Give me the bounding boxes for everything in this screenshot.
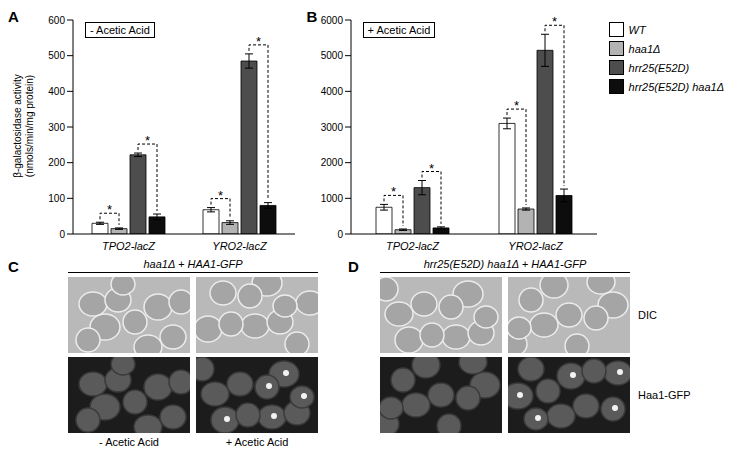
svg-text:100: 100 [48, 193, 65, 204]
html-text:D: D [348, 258, 359, 275]
html-text:WT: WT [628, 23, 646, 36]
svg-text:3000: 3000 [320, 122, 343, 133]
html-text:B: B [306, 8, 318, 25]
svg-text:TPO2-lacZ: TPO2-lacZ [386, 240, 440, 252]
svg-text:β-galactosidase activity(nmols: β-galactosidase activity(nmols/min/mg pr… [12, 74, 35, 178]
svg-text:4000: 4000 [320, 86, 343, 97]
svg-text:1000: 1000 [320, 193, 343, 204]
html-text:DIC: DIC [638, 309, 657, 321]
html-text:hrr25(E52D): hrr25(E52D) [628, 61, 690, 74]
svg-text:*: * [429, 161, 434, 176]
html-text:C: C [8, 258, 19, 275]
svg-text:2000: 2000 [320, 157, 343, 168]
html-text:haa1Δ: haa1Δ [628, 42, 661, 55]
html-text:- Acetic Acid: - Acetic Acid [99, 436, 159, 448]
svg-text:400: 400 [48, 86, 65, 97]
svg-text:500: 500 [48, 50, 65, 61]
html-text:+ Acetic Acid: + Acetic Acid [225, 436, 289, 448]
svg-text:*: * [218, 188, 223, 203]
svg-text:5000: 5000 [320, 50, 343, 61]
svg-text:*: * [514, 98, 519, 113]
svg-text:6000: 6000 [320, 15, 343, 26]
svg-text:*: * [391, 184, 396, 199]
svg-text:200: 200 [48, 157, 65, 168]
html-text:A: A [8, 8, 19, 25]
svg-text:YRO2-lacZ: YRO2-lacZ [508, 240, 564, 252]
html-text:haa1Δ + HAA1-GFP: haa1Δ + HAA1-GFP [143, 258, 243, 270]
svg-text:0: 0 [59, 229, 65, 240]
html-text:hrr25(E52D) haa1Δ: hrr25(E52D) haa1Δ [628, 80, 724, 93]
html-text:+ Acetic Acid: + Acetic Acid [367, 24, 431, 36]
svg-text:*: * [107, 202, 112, 217]
svg-text:600: 600 [48, 15, 65, 26]
svg-text:*: * [145, 133, 150, 148]
svg-text:*: * [256, 34, 261, 49]
svg-text:300: 300 [48, 122, 65, 133]
html-text:hrr25(E52D) haa1Δ + HAA1-GFP: hrr25(E52D) haa1Δ + HAA1-GFP [423, 258, 587, 270]
svg-text:*: * [552, 14, 557, 29]
html-text:- Acetic Acid: - Acetic Acid [89, 24, 150, 36]
svg-text:YRO2-lacZ: YRO2-lacZ [212, 240, 268, 252]
html-text:Haa1-GFP: Haa1-GFP [638, 389, 691, 401]
svg-text:0: 0 [337, 229, 343, 240]
svg-text:TPO2-lacZ: TPO2-lacZ [102, 240, 156, 252]
